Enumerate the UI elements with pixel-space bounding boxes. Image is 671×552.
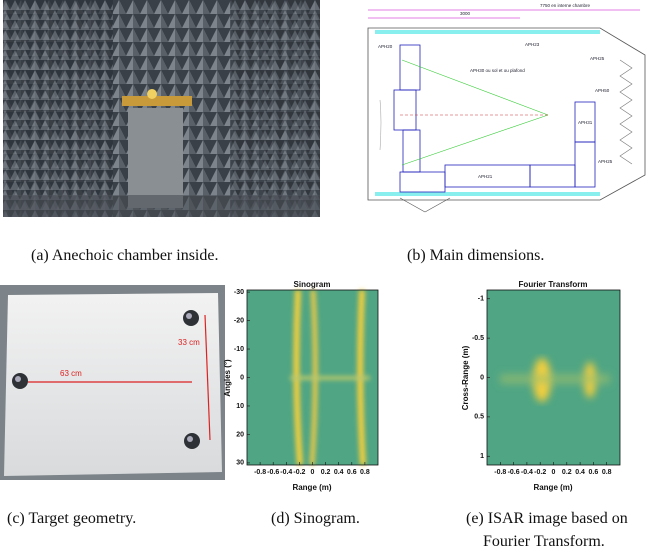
x-tick-label: -0.4 xyxy=(521,469,533,476)
x-tick-label: 0 xyxy=(311,469,315,476)
y-tick-label: -20 xyxy=(234,317,244,324)
x-axis-label: Range (m) xyxy=(533,483,572,492)
antenna-label: APH25 xyxy=(590,56,605,61)
y-axis-label: Cross-Range (m) xyxy=(461,345,470,410)
x-tick-label: -0.6 xyxy=(508,469,520,476)
antenna-label: APH50 xyxy=(595,88,610,93)
x-tick-label: 0.2 xyxy=(321,469,331,476)
x-axis-label: Range (m) xyxy=(292,483,331,492)
y-tick-label: -30 xyxy=(234,289,244,296)
antenna-label: APH23 xyxy=(525,42,540,47)
target-photo: 63 cm 33 cm xyxy=(0,285,225,480)
chamber-photo xyxy=(3,0,320,217)
caption: (d) Sinogram. xyxy=(271,510,360,527)
x-tick-label: 0.4 xyxy=(575,469,585,476)
x-tick-label: 0.8 xyxy=(602,469,612,476)
y-tick-label: 10 xyxy=(236,403,244,410)
y-tick-label: 30 xyxy=(236,460,244,467)
caption: (b) Main dimensions. xyxy=(407,247,544,264)
y-tick-label: 1 xyxy=(480,453,484,460)
isar-image xyxy=(486,289,621,466)
antenna-label: APH30 ou sol et ou plafond xyxy=(470,68,525,73)
x-tick-label: 0 xyxy=(552,469,556,476)
dimension-label: 3000 xyxy=(460,11,471,16)
y-tick-label: 0.5 xyxy=(474,414,484,421)
plot-title: Sinogram xyxy=(294,280,331,289)
dimension-label: 7750 en interne chambre xyxy=(540,3,591,8)
x-tick-label: 0.6 xyxy=(589,469,599,476)
x-tick-label: -0.2 xyxy=(293,469,305,476)
antenna-label: APH20 xyxy=(378,44,393,49)
antenna-label: APH31 xyxy=(578,120,593,125)
chamber-diagram xyxy=(367,9,646,213)
x-tick-label: 0.2 xyxy=(562,469,572,476)
caption: (e) ISAR image based on xyxy=(466,510,628,527)
antenna-label: APH25 xyxy=(598,159,613,164)
y-axis-label: Angles (°) xyxy=(223,359,232,397)
distance-label: 33 cm xyxy=(178,338,200,347)
x-tick-label: 0.8 xyxy=(360,469,370,476)
caption: (a) Anechoic chamber inside. xyxy=(31,247,218,264)
y-tick-label: -0.5 xyxy=(472,335,484,342)
x-tick-label: -0.8 xyxy=(254,469,266,476)
x-tick-label: 0.4 xyxy=(334,469,344,476)
x-tick-label: -0.6 xyxy=(267,469,279,476)
y-tick-label: -1 xyxy=(478,296,484,303)
plot-title: Fourier Transform xyxy=(519,280,588,289)
x-tick-label: 0.6 xyxy=(347,469,357,476)
x-tick-label: -0.8 xyxy=(494,469,506,476)
diagram-labels: 7750 en interne chambre 3000 APH20 APH23… xyxy=(378,3,613,179)
y-tick-label: 0 xyxy=(240,374,244,381)
sinogram-image xyxy=(246,289,379,466)
caption: Fourier Transform. xyxy=(483,533,605,550)
y-tick-label: 20 xyxy=(236,431,244,438)
x-tick-label: -0.4 xyxy=(280,469,292,476)
antenna-label: APH21 xyxy=(478,174,493,179)
distance-label: 63 cm xyxy=(60,369,82,378)
x-tick-label: -0.2 xyxy=(534,469,546,476)
y-tick-label: 0 xyxy=(480,374,484,381)
caption: (c) Target geometry. xyxy=(7,510,136,527)
y-tick-label: -10 xyxy=(234,346,244,353)
